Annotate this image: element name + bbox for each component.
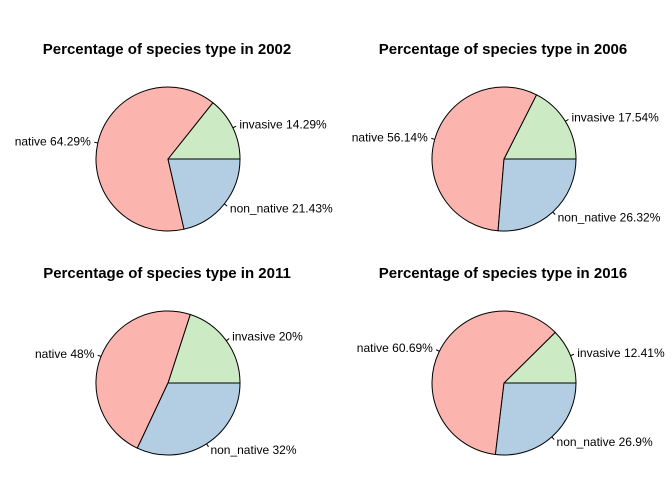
- slice-label: native 48%: [35, 347, 95, 361]
- pie-slice-native: [95, 310, 191, 449]
- slice-label: non_native 26.32%: [558, 210, 661, 224]
- chart-title: Percentage of species type in 2002: [43, 41, 291, 58]
- pie-chart-1: Percentage of species type in 2002 invasi…: [15, 41, 333, 232]
- slice-label: native 60.69%: [357, 341, 433, 355]
- label-tick: [225, 338, 230, 342]
- pie-slice-native: [431, 310, 556, 456]
- label-tick: [206, 443, 209, 448]
- slice-label: non_native 32%: [210, 443, 296, 457]
- slice-label: non_native 26.9%: [557, 435, 653, 449]
- label-tick: [565, 118, 569, 122]
- slice-label: invasive 12.41%: [577, 346, 665, 360]
- slice-label: native 56.14%: [352, 130, 428, 144]
- label-tick: [97, 354, 102, 357]
- label-tick: [551, 436, 555, 440]
- pie-slice-invasive: [503, 94, 577, 160]
- label-tick: [431, 137, 435, 140]
- label-tick: [435, 349, 440, 352]
- slice-label: invasive 14.29%: [239, 118, 327, 132]
- pie-chart-2: Percentage of species type in 2006 invasi…: [352, 41, 661, 232]
- slice-label: invasive 17.54%: [571, 111, 659, 125]
- pie-chart-3: Percentage of species type in 2011 invasi…: [35, 265, 303, 457]
- slice-label: non_native 21.43%: [230, 201, 333, 215]
- label-tick: [552, 211, 556, 215]
- pie-slice-non-native: [167, 158, 241, 230]
- slice-label: invasive 20%: [232, 329, 303, 343]
- label-tick: [570, 353, 575, 357]
- chart-title: Percentage of species type in 2006: [379, 41, 627, 58]
- pie-slice-invasive: [167, 313, 241, 384]
- chart-title: Percentage of species type in 2016: [379, 265, 627, 282]
- pie-chart-4: Percentage of species type in 2016 invasi…: [357, 265, 665, 456]
- label-tick: [94, 141, 98, 144]
- chart-title: Percentage of species type in 2011: [43, 265, 291, 282]
- label-tick: [223, 203, 228, 207]
- label-tick: [232, 125, 237, 129]
- pie-slice-non-native: [497, 158, 577, 232]
- pie-slice-non-native: [136, 382, 241, 456]
- slice-label: native 64.29%: [15, 134, 91, 148]
- pie-slice-invasive: [166, 101, 241, 160]
